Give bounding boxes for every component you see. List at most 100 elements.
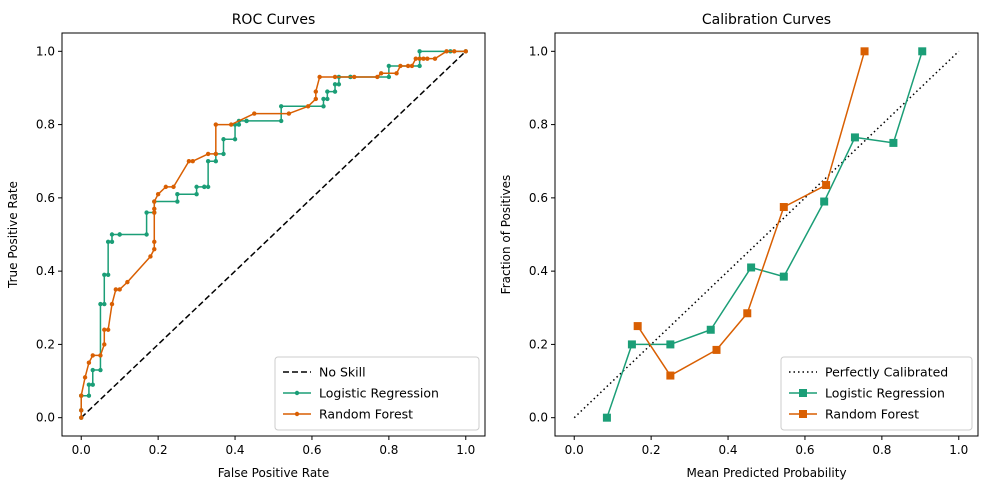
chart-1-series-random-forest-point — [305, 104, 311, 109]
chart-1-y-tick-label: 0.0 — [36, 411, 55, 425]
chart-2-series-random-forest-point — [712, 345, 721, 354]
chart-2-series-perfectly-calibrated-line — [573, 50, 960, 419]
chart-2-series-random-forest-point — [779, 203, 788, 212]
chart-1-series-random-forest-point — [152, 199, 157, 204]
chart-2-series-logistic-regression-point — [706, 325, 715, 334]
chart-1-x-tick-label: 0.0 — [72, 443, 91, 457]
chart-1-series-random-forest-point — [313, 96, 318, 102]
chart-1-series-logistic-regression-point — [117, 232, 122, 237]
chart-1-series-logistic-regression-point — [332, 82, 338, 87]
chart-1-series-logistic-regression-point — [86, 393, 92, 398]
chart-2-axes-frame — [554, 32, 979, 437]
chart-1-x-tick-label: 1.0 — [456, 443, 475, 457]
chart-1-series-random-forest-point — [205, 151, 211, 157]
chart-1-series-random-forest-point — [332, 74, 338, 80]
chart-1-series-logistic-regression-point — [386, 63, 392, 69]
chart-1-legend-marker — [294, 411, 300, 417]
chart-1-series-logistic-regression-point — [321, 104, 326, 109]
chart-2-series-logistic-regression-point — [627, 340, 636, 349]
chart-1-series-random-forest-point — [352, 74, 357, 80]
chart-1-x-tick-label: 0.4 — [225, 443, 244, 457]
chart-1-series-logistic-regression-point — [109, 239, 115, 245]
chart-2-series-logistic-regression-point — [602, 413, 611, 422]
chart-1-series-logistic-regression-point — [221, 137, 226, 142]
chart-1-series-random-forest-point — [113, 287, 119, 292]
chart-2-y-axis-title: Fraction of Positives — [499, 175, 513, 295]
chart-2-y-tick-label: 0.6 — [529, 191, 548, 205]
chart-1-series-random-forest-point — [152, 246, 157, 252]
chart-1-series-logistic-regression-point — [98, 301, 103, 307]
chart-1-series-random-forest-point — [463, 49, 468, 54]
chart-1-y-tick-label: 1.0 — [36, 44, 55, 58]
chart-1-series-random-forest-point — [155, 192, 161, 197]
chart-1-series-random-forest-point — [229, 122, 234, 127]
chart-2-x-tick-label: 0.6 — [795, 443, 814, 457]
chart-1-y-tick-label: 0.8 — [36, 118, 55, 132]
chart-1-series-logistic-regression-point — [109, 232, 115, 237]
chart-1-series-logistic-regression-point — [205, 184, 211, 190]
chart-1-legend-label: Random Forest — [319, 407, 413, 422]
chart-2-series-logistic-regression-point — [820, 197, 829, 206]
chart-1-series-random-forest-point — [79, 408, 84, 413]
chart-1-series-random-forest-point — [190, 159, 195, 164]
chart-1-legend-label: No Skill — [319, 365, 366, 380]
chart-2-legend-entry: Perfectly Calibrated — [789, 365, 948, 380]
chart-1-title: ROC Curves — [232, 12, 316, 28]
chart-1-series-logistic-regression-point — [102, 301, 107, 307]
chart-1-series-random-forest-point — [98, 353, 103, 358]
chart-2-legend-label: Perfectly Calibrated — [825, 365, 948, 380]
chart-1-series-random-forest-point — [409, 63, 415, 69]
chart-1-series-logistic-regression-point — [386, 74, 392, 80]
chart-1-series-random-forest-point — [417, 56, 422, 61]
chart-2-legend-marker — [799, 389, 807, 397]
chart-1-series-logistic-regression-point — [102, 272, 107, 277]
chart-1-series-logistic-regression-point — [105, 272, 111, 277]
chart-2-x-tick-label: 0.8 — [872, 443, 891, 457]
chart-1-series-logistic-regression-point — [232, 137, 238, 142]
chart-1: ROC Curves 0.0 0.2 0.4 0.6 0.8 1.0 0.0 0.2 0.4 0.6… — [6, 12, 486, 480]
chart-1-series-logistic-regression-point — [221, 151, 226, 157]
chart-2-x-tick-label: 0.0 — [565, 443, 584, 457]
chart-2-series-random-forest-point — [743, 309, 752, 318]
chart-2-y-tick-label: 0.4 — [529, 264, 548, 278]
chart-2-series-random-forest-point — [822, 181, 831, 190]
chart-1-series-random-forest-point — [252, 111, 257, 116]
chart-1-y-tick-label: 0.6 — [36, 191, 55, 205]
chart-1-series-logistic-regression-point — [332, 89, 338, 94]
chart-1-legend-box — [274, 356, 480, 431]
chart-1-series-logistic-regression-point — [321, 96, 326, 102]
chart-1-series-logistic-regression-point — [336, 82, 342, 87]
chart-1-series-logistic-regression-point — [417, 49, 422, 54]
chart-1-series-random-forest-point — [405, 63, 411, 69]
chart-1-series-random-forest-point — [105, 327, 111, 332]
chart-1-series-logistic-regression-point — [90, 382, 95, 387]
chart-2-legend-box — [780, 356, 973, 431]
chart-1-series-random-forest-point — [432, 56, 438, 61]
chart-1-series-logistic-regression-point — [194, 192, 199, 197]
chart-1-series-logistic-regression-point — [144, 232, 149, 237]
chart-2-series-logistic-regression-point — [889, 138, 898, 147]
chart-1-series-logistic-regression-point — [325, 96, 330, 102]
chart-1-series-logistic-regression-point — [213, 159, 219, 164]
chart-2-legend-marker — [799, 410, 807, 418]
chart-2-series-logistic-regression-point — [779, 272, 788, 281]
chart-2-series-random-forest-point — [666, 371, 675, 380]
chart-2-x-tick-label: 1.0 — [949, 443, 968, 457]
chart-1-series-logistic-regression-point — [175, 199, 180, 204]
chart-1-x-tick-label: 0.8 — [379, 443, 398, 457]
chart-1-series-random-forest-point — [213, 122, 219, 127]
chart-2-series-random-forest-point — [633, 322, 642, 331]
chart-1-x-tick-label: 0.6 — [302, 443, 321, 457]
chart-1-series-random-forest-point — [452, 49, 457, 54]
chart-1-plot-area — [79, 49, 468, 420]
chart-1-series-logistic-regression-point — [202, 184, 207, 190]
chart-1-series-random-forest-point — [394, 71, 399, 76]
chart-1-series-logistic-regression-point — [325, 89, 330, 94]
chart-2-series-logistic-regression-point — [918, 47, 927, 56]
chart-1-series-random-forest-point — [152, 206, 157, 212]
chart-2-legend-entry: Random Forest — [789, 407, 919, 422]
chart-1-series-random-forest-point — [313, 89, 318, 94]
chart-2-series-random-forest-point — [860, 47, 869, 56]
chart-1-legend-label: Logistic Regression — [319, 386, 439, 401]
chart-1-x-axis-title: False Positive Rate — [218, 466, 330, 480]
